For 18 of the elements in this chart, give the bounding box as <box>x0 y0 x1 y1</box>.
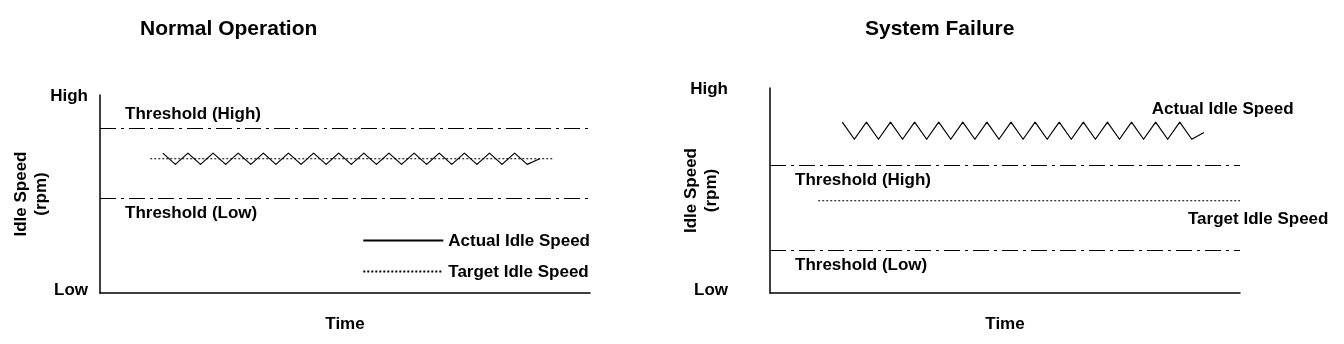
ref-line-label: Threshold (High) <box>125 104 261 123</box>
ref-line-label: Threshold (High) <box>795 169 931 189</box>
text: Low <box>694 280 729 299</box>
text: High <box>50 86 89 105</box>
legend-label: Target Idle Speed <box>448 262 589 281</box>
chart-title: Normal Operation <box>140 16 318 39</box>
ref-line-label: Threshold (Low) <box>125 202 258 222</box>
text: High <box>690 79 729 98</box>
series-label: Actual Idle Speed <box>1151 98 1294 118</box>
chart-title: System Failure <box>865 16 1015 39</box>
x-axis-title: Time <box>325 314 365 333</box>
y-axis-title: Idle Speed (rpm) <box>10 151 50 237</box>
series-label: Target Idle Speed <box>1188 209 1329 229</box>
x-axis-title: Time <box>985 314 1025 333</box>
text: Low <box>54 280 89 299</box>
ref-line-label: Threshold (Low) <box>795 255 928 275</box>
y-axis-title: Idle Speed (rpm) <box>680 147 720 234</box>
legend-label: Actual Idle Speed <box>448 231 590 250</box>
